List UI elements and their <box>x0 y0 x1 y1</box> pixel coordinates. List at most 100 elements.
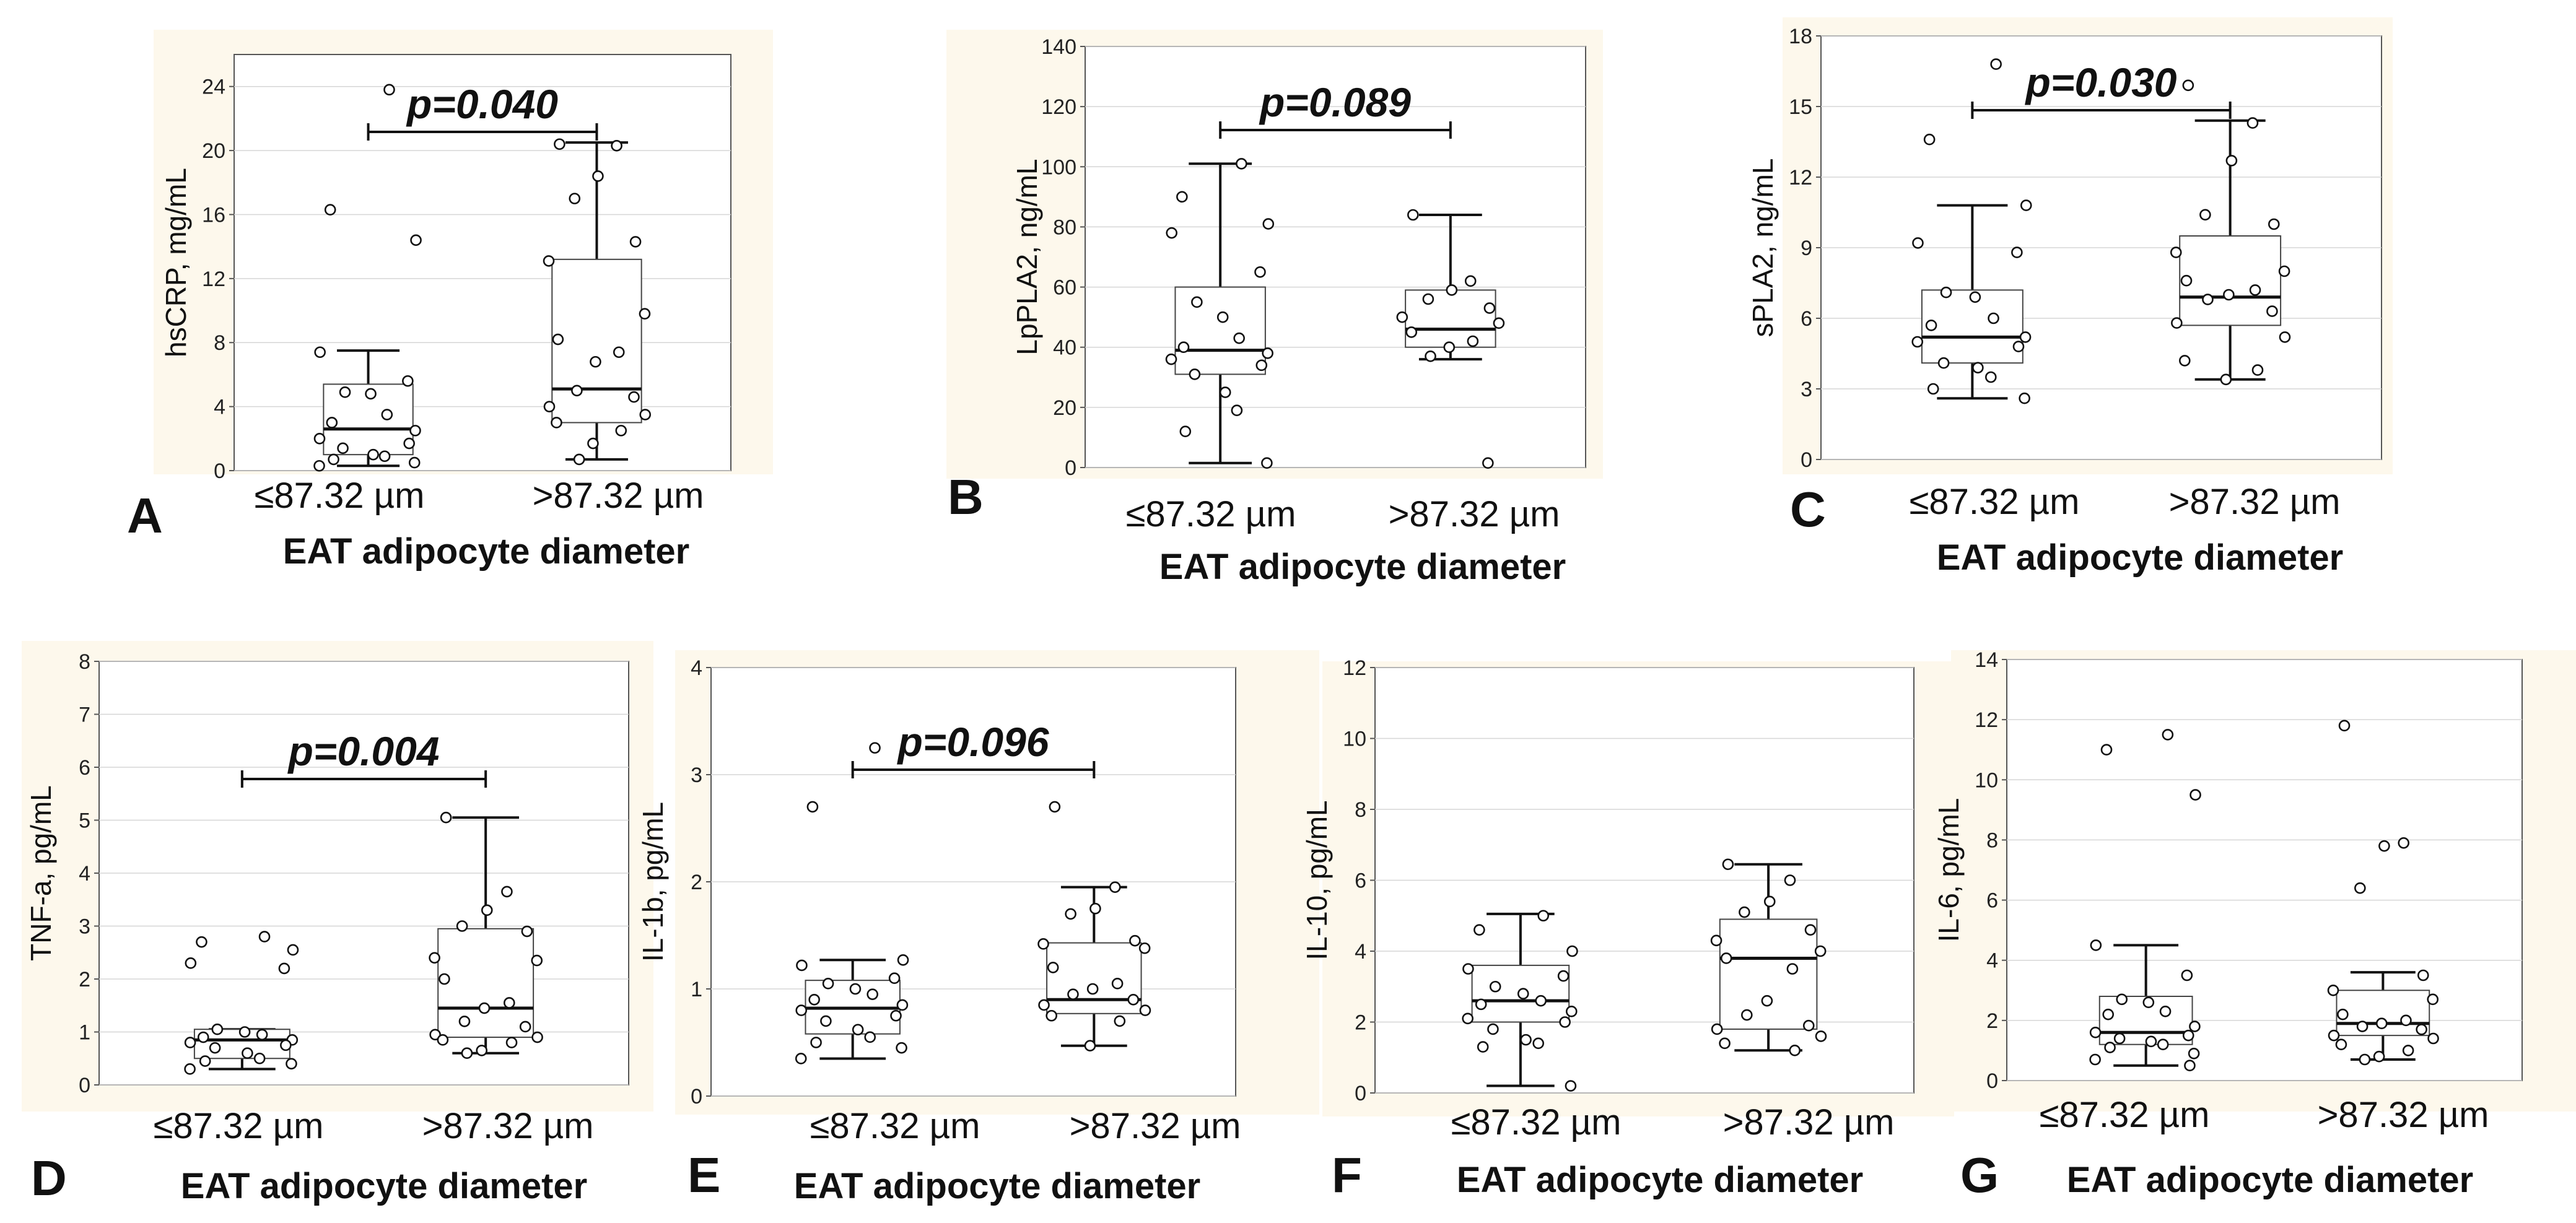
data-point <box>2104 1042 2116 1053</box>
data-point <box>2337 1008 2349 1021</box>
data-point <box>896 1042 907 1054</box>
data-point <box>1912 237 1924 249</box>
data-point <box>196 936 207 948</box>
data-point <box>1191 296 1203 308</box>
data-point <box>403 437 415 450</box>
data-point <box>326 417 338 429</box>
y-tick-label: 3 <box>79 915 90 939</box>
y-tick-label: 6 <box>79 756 90 780</box>
data-point <box>2246 117 2259 129</box>
data-point <box>1166 227 1177 239</box>
data-point <box>864 1031 876 1043</box>
data-point <box>2188 1047 2200 1060</box>
data-point <box>639 308 651 320</box>
data-point <box>1984 371 1997 383</box>
data-point <box>461 1047 473 1059</box>
panel-letter: A <box>127 488 163 543</box>
y-tick-label: 12 <box>202 268 225 291</box>
data-point <box>2251 364 2264 376</box>
data-point <box>613 346 625 359</box>
data-point <box>2359 1053 2371 1066</box>
data-point <box>313 459 325 472</box>
data-point <box>521 925 533 938</box>
data-point <box>1487 1023 1499 1035</box>
data-point <box>324 204 336 216</box>
data-point <box>1407 209 1419 221</box>
data-point <box>1972 362 1984 374</box>
box-iqr <box>437 928 535 1038</box>
data-point <box>2328 1029 2340 1042</box>
y-tick-label: 0 <box>1355 1082 1366 1105</box>
data-point <box>481 904 493 916</box>
data-point <box>852 1024 864 1036</box>
data-point <box>2220 373 2232 386</box>
data-point <box>242 1047 253 1059</box>
category-label: >87.32 µm <box>1723 1102 1895 1142</box>
y-tick-label: 60 <box>1053 276 1076 300</box>
data-point <box>408 456 421 469</box>
data-point <box>2089 1026 2102 1038</box>
data-point <box>458 1016 471 1027</box>
data-point <box>2182 1029 2194 1042</box>
p-value: p=0.096 <box>896 719 1049 765</box>
data-point <box>1179 425 1192 438</box>
box-1 <box>1921 204 2024 400</box>
data-point <box>505 1037 518 1048</box>
data-point <box>258 931 271 942</box>
data-point <box>1261 457 1273 469</box>
category-label: ≤87.32 µm <box>1126 494 1296 534</box>
data-point <box>2338 720 2351 732</box>
data-point <box>551 417 562 429</box>
x-axis-label: EAT adipocyte diameter <box>794 1166 1200 1206</box>
y-tick-label: 0 <box>1986 1069 1998 1093</box>
data-point <box>1739 906 1750 918</box>
data-point <box>2400 1014 2412 1027</box>
category-label: >87.32 µm <box>533 476 704 516</box>
data-point <box>402 375 414 387</box>
data-point <box>410 234 422 246</box>
data-point <box>286 1058 297 1070</box>
data-point <box>1474 924 1485 936</box>
box-iqr <box>551 258 642 424</box>
data-point <box>2199 209 2211 221</box>
data-point <box>543 255 555 267</box>
y-axis-label: IL-6, pg/mL <box>1932 798 1965 942</box>
data-point <box>2402 1045 2414 1056</box>
data-point <box>2278 265 2290 277</box>
data-point <box>1988 312 1999 324</box>
data-point <box>2249 284 2261 296</box>
data-point <box>1129 934 1141 947</box>
y-tick-label: 4 <box>1986 949 1998 973</box>
plot-area <box>1085 46 1586 468</box>
data-point <box>629 236 642 248</box>
y-tick-label: 9 <box>1801 237 1812 260</box>
data-point <box>1262 218 1275 230</box>
panel-c: 0 3 6 9 12 15 18 sPLA2, ng/mL p=0.030 ≤87.32 µm >8… <box>1747 17 2393 578</box>
y-tick-label: 24 <box>202 76 225 99</box>
data-point <box>2113 1032 2126 1045</box>
data-point <box>1114 1015 1126 1027</box>
y-tick-label: 20 <box>1053 396 1076 420</box>
y-tick-label: 4 <box>691 656 702 680</box>
y-axis-label: hsCRP, mg/mL <box>160 168 192 357</box>
y-tick-label: 12 <box>1975 708 1998 732</box>
y-axis-label: TNF-a, pg/mL <box>25 785 57 961</box>
data-point <box>2100 744 2113 756</box>
data-point <box>1475 998 1487 1011</box>
y-tick-label: 1 <box>691 978 702 1001</box>
data-point <box>2416 1024 2427 1035</box>
data-point <box>615 425 627 437</box>
data-point <box>2142 996 2155 1009</box>
plot-area <box>234 54 731 471</box>
y-tick-label: 6 <box>1986 889 1998 913</box>
box-2 <box>437 816 535 1055</box>
y-tick-label: 100 <box>1041 155 1076 179</box>
y-tick-label: 8 <box>214 331 225 355</box>
data-point <box>569 193 581 204</box>
y-axis-label: IL-1b, pg/mL <box>637 802 669 962</box>
data-point <box>1165 353 1177 365</box>
data-point <box>2020 199 2032 211</box>
data-point <box>1493 317 1505 329</box>
box-iqr <box>1046 942 1142 1014</box>
p-value: p=0.004 <box>287 728 439 774</box>
